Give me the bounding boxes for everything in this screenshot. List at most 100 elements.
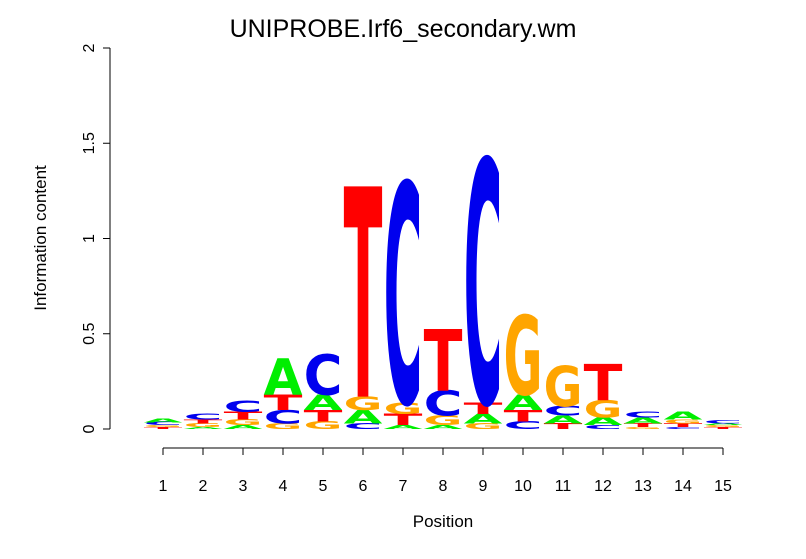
x-tick-label: 5 <box>319 478 328 495</box>
x-axis: 1 2 3 4 5 6 7 8 9 10 11 12 13 14 15 <box>159 447 732 495</box>
logo-letter-G: G <box>184 422 223 428</box>
logo-letter-T: T <box>344 130 383 466</box>
x-tick-label: 13 <box>634 478 652 495</box>
logo-letter-A: A <box>464 411 504 427</box>
logo-letter-C: C <box>144 421 183 426</box>
logo-letter-T: T <box>664 422 703 428</box>
logo-letter-T: T <box>184 418 223 424</box>
x-tick-label: 9 <box>479 478 488 495</box>
logo-letter-A: A <box>224 424 263 430</box>
logo-letter-T: T <box>464 399 504 418</box>
logo-letter-C: C <box>184 412 223 421</box>
x-tick-label: 2 <box>199 478 208 495</box>
x-tick-label: 7 <box>399 478 408 495</box>
logo-letter-A: A <box>304 391 343 416</box>
logo-letter-G: G <box>544 356 583 421</box>
logo-letter-A: A <box>544 413 583 426</box>
logo-letter-A: A <box>704 423 744 426</box>
logo-letter-C: C <box>224 398 263 416</box>
y-tick-label: 1 <box>81 234 98 243</box>
logo-letter-T: T <box>504 407 544 426</box>
logo-letter-G: G <box>344 393 383 414</box>
x-tick-label: 3 <box>239 478 248 495</box>
y-tick-label: 0.5 <box>81 323 98 345</box>
logo-letter-A: A <box>664 410 703 423</box>
logo-letter-A: A <box>624 416 663 425</box>
logo-letter-G: G <box>304 419 343 431</box>
logo-letter-A: A <box>264 348 303 407</box>
logo-letter-G: G <box>384 399 423 417</box>
logo-letter-G: G <box>704 425 743 428</box>
logo-letter-A: A <box>504 391 543 416</box>
x-tick-label: 6 <box>359 478 368 495</box>
logo-letter-T: T <box>264 391 304 416</box>
logo-letter-G: G <box>264 422 303 431</box>
logo-letter-G: G <box>144 425 183 428</box>
logo-letter-C: C <box>464 94 503 482</box>
y-axis-label: Information content <box>31 165 50 311</box>
logo-letter-G: G <box>624 427 663 430</box>
x-tick-label: 4 <box>279 478 288 495</box>
logo-letter-C: C <box>344 422 383 431</box>
logo-letter-T: T <box>144 427 184 430</box>
logo-letter-A: A <box>384 424 423 430</box>
logo-letter-T: T <box>584 354 623 413</box>
logo-letter-C: C <box>384 124 423 475</box>
x-tick-label: 8 <box>439 478 448 495</box>
logo-letter-T: T <box>224 410 263 422</box>
logo-letter-C: C <box>704 420 743 425</box>
logo-letter-T: T <box>544 422 583 431</box>
x-axis-label: Position <box>413 512 473 531</box>
logo-letter-G: G <box>584 395 623 423</box>
logo-letter-G: G <box>424 413 463 428</box>
x-tick-label: 10 <box>514 478 532 495</box>
x-tick-label: 1 <box>159 478 168 495</box>
logo-letter-C: C <box>584 424 623 430</box>
x-tick-label: 11 <box>555 478 572 495</box>
chart-title: UNIPROBE.Irf6_secondary.wm <box>230 15 577 43</box>
logo-letter-G: G <box>664 418 703 424</box>
logo-letter-T: T <box>384 410 424 429</box>
x-tick-label: 12 <box>594 478 612 495</box>
y-tick-label: 0 <box>81 424 98 433</box>
logo-letter-A: A <box>184 427 224 430</box>
logo-letter-A: A <box>424 424 463 430</box>
logo-letter-G: G <box>224 418 263 427</box>
logo-letter-C: C <box>624 410 663 419</box>
logo-letter-C: C <box>424 384 463 424</box>
y-axis: 0 0.5 1 1.5 2 <box>81 43 111 433</box>
logo-letter-T: T <box>424 313 463 412</box>
logo-letter-C: C <box>544 404 583 419</box>
y-tick-label: 1.5 <box>81 132 98 154</box>
logo-letter-T: T <box>304 407 344 426</box>
logo-letter-C: C <box>664 427 703 430</box>
logo-letter-T: T <box>624 422 663 428</box>
logo-letter-A: A <box>584 415 623 428</box>
logo-letter-C: C <box>304 343 343 408</box>
logo-letter-T: T <box>704 427 744 430</box>
logo-letter-C: C <box>264 406 303 428</box>
logo-letter-G: G <box>504 294 543 421</box>
x-tick-label: 15 <box>714 478 732 495</box>
y-tick-label: 2 <box>81 43 98 52</box>
x-tick-label: 14 <box>674 478 692 495</box>
logo-letter-A: A <box>344 406 384 428</box>
logo-letter-G: G <box>464 422 503 431</box>
